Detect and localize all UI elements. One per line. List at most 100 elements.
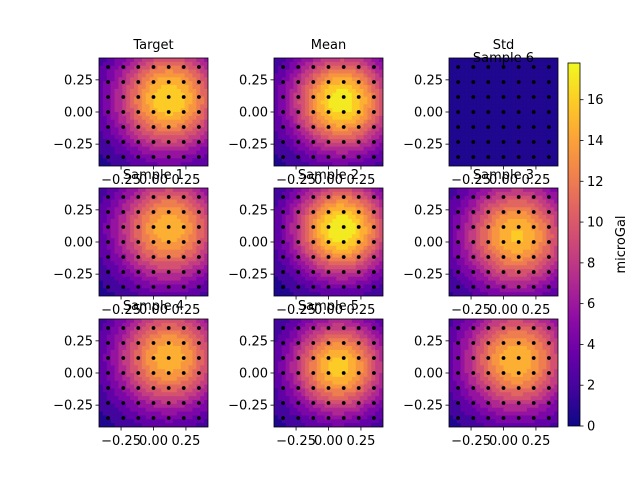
scatter-point: [456, 155, 460, 159]
scatter-point: [516, 80, 521, 84]
scatter-point: [372, 326, 376, 330]
scatter-point: [372, 386, 376, 390]
scatter-point: [531, 356, 536, 360]
scatter-point: [121, 255, 126, 259]
scatter-point: [456, 225, 460, 229]
scatter-point: [501, 285, 506, 289]
scatter-point: [296, 95, 301, 99]
x-tick-label: −0.25: [101, 173, 141, 188]
scatter-point: [547, 386, 551, 390]
scatter-point: [326, 95, 331, 99]
scatter-point: [501, 140, 506, 144]
scatter-point: [151, 155, 156, 159]
scatter-point: [281, 140, 285, 144]
scatter-point: [456, 386, 460, 390]
scatter-point: [106, 240, 110, 244]
scatter-point: [547, 356, 551, 360]
scatter-point: [531, 80, 536, 84]
x-axis: −0.250.00 0.25: [276, 296, 375, 318]
scatter-point: [311, 95, 316, 99]
scatter-point: [486, 240, 491, 244]
scatter-point: [136, 326, 141, 330]
x-tick-label: 0.00: [314, 173, 343, 188]
scatter-points: [456, 195, 551, 289]
scatter-point: [456, 210, 460, 214]
scatter-point: [197, 341, 201, 345]
scatter-point: [181, 285, 186, 289]
scatter-point: [341, 326, 346, 330]
scatter-point: [531, 155, 536, 159]
scatter-point: [516, 140, 521, 144]
colorbar-tick-label: 12: [587, 175, 604, 190]
scatter-point: [501, 125, 506, 129]
scatter-point: [471, 225, 476, 229]
panel-title: Sample 4: [123, 299, 184, 314]
scatter-point: [501, 195, 506, 199]
scatter-point: [281, 125, 285, 129]
y-axis: 0.25 0.00 −0.25: [403, 203, 449, 283]
scatter-point: [151, 95, 156, 99]
scatter-point: [166, 65, 171, 69]
scatter-point: [326, 110, 331, 114]
colorbar-tick-label: 8: [587, 256, 595, 271]
scatter-point: [341, 416, 346, 420]
scatter-point: [456, 240, 460, 244]
x-tick-label: 0.00: [139, 173, 168, 188]
x-tick-label: 0.25: [346, 434, 375, 449]
scatter-point: [197, 270, 201, 274]
scatter-point: [471, 270, 476, 274]
scatter-point: [356, 80, 361, 84]
scatter-point: [547, 155, 551, 159]
scatter-point: [311, 416, 316, 420]
x-tick-label: 0.00: [139, 434, 168, 449]
x-axis: −0.250.00 0.25: [451, 166, 550, 188]
scatter-point: [296, 225, 301, 229]
scatter-point: [106, 95, 110, 99]
scatter-point: [166, 125, 171, 129]
y-tick-label: 0.25: [64, 73, 93, 88]
y-tick-label: 0.25: [239, 73, 268, 88]
scatter-point: [456, 341, 460, 345]
colorbar-label: microGal: [614, 215, 629, 273]
scatter-point: [136, 356, 141, 360]
scatter-point: [486, 401, 491, 405]
colorbar-tick-label: 4: [587, 338, 595, 353]
scatter-point: [281, 225, 285, 229]
scatter-point: [311, 110, 316, 114]
x-tick-label: −0.25: [451, 173, 491, 188]
scatter-point: [296, 240, 301, 244]
panel-title: Sample 5: [298, 299, 359, 314]
x-axis: −0.250.00 0.25: [101, 296, 200, 318]
scatter-point: [311, 386, 316, 390]
scatter-point: [166, 80, 171, 84]
scatter-point: [106, 80, 110, 84]
scatter-points: [456, 65, 551, 159]
scatter-point: [456, 270, 460, 274]
scatter-point: [151, 125, 156, 129]
scatter-point: [516, 270, 521, 274]
scatter-point: [372, 65, 376, 69]
scatter-point: [136, 285, 141, 289]
scatter-point: [547, 326, 551, 330]
scatter-point: [486, 255, 491, 259]
scatter-point: [151, 210, 156, 214]
scatter-point: [547, 110, 551, 114]
x-tick-label: −0.25: [101, 434, 141, 449]
scatter-point: [181, 125, 186, 129]
scatter-point: [166, 270, 171, 274]
scatter-point: [197, 210, 201, 214]
scatter-point: [326, 356, 331, 360]
scatter-point: [341, 65, 346, 69]
scatter-point: [456, 285, 460, 289]
scatter-point: [341, 225, 346, 229]
scatter-point: [181, 416, 186, 420]
scatter-point: [106, 125, 110, 129]
scatter-point: [326, 270, 331, 274]
scatter-point: [166, 341, 171, 345]
scatter-point: [501, 95, 506, 99]
scatter-point: [501, 65, 506, 69]
scatter-points: [281, 195, 376, 289]
scatter-point: [311, 401, 316, 405]
x-axis: −0.250.00 0.25: [451, 296, 550, 318]
